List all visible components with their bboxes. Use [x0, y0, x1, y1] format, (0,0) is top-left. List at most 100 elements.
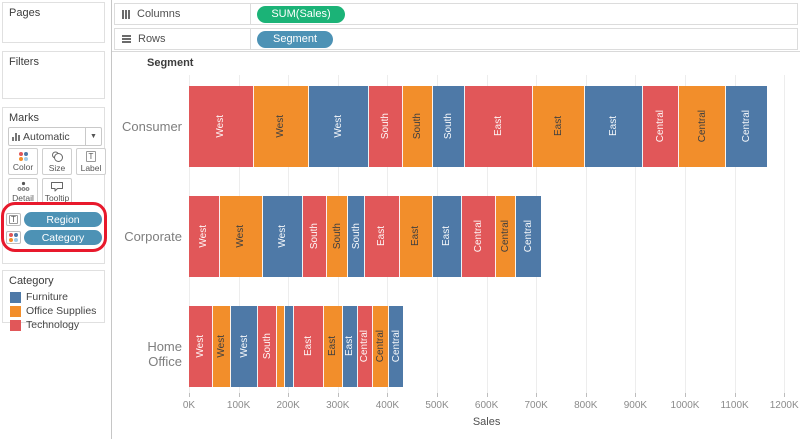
rows-shelf-label: Rows: [115, 29, 251, 49]
legend-item-label: Office Supplies: [26, 305, 97, 317]
bar-segment[interactable]: East: [365, 196, 400, 277]
legend-swatch: [10, 305, 21, 317]
gridline: [734, 75, 736, 393]
bar-segment[interactable]: East: [399, 196, 433, 277]
bar-segment-label: Central: [499, 220, 511, 253]
bar-segment[interactable]: South: [369, 86, 403, 167]
bar-segment[interactable]: East: [294, 306, 324, 387]
bar-segment[interactable]: South: [402, 86, 433, 167]
legend-item[interactable]: Technology: [3, 318, 104, 332]
bar-segment[interactable]: South: [258, 306, 278, 387]
detail-button[interactable]: Detail: [8, 178, 38, 205]
bar-row: West West West South South South East East East C…: [189, 196, 541, 277]
mark-type-dropdown[interactable]: Automatic ▼: [8, 127, 102, 146]
label-encoding-icon[interactable]: T: [6, 213, 21, 226]
bar-row: West West West South East East East Central Cent…: [189, 306, 404, 387]
bar-segment-label: East: [327, 336, 339, 357]
axis-tick-label: 600K: [474, 400, 499, 411]
category-legend: Category Furniture Office Supplies Technol…: [2, 270, 105, 331]
bar-segment[interactable]: Central: [495, 196, 516, 277]
bar-segment[interactable]: Central: [389, 306, 404, 387]
region-pill[interactable]: Region: [24, 212, 102, 227]
bar-segment[interactable]: East: [432, 196, 463, 277]
bar-segment[interactable]: Central: [678, 86, 727, 167]
bar-segment[interactable]: West: [230, 306, 259, 387]
axis-tick-label: 0K: [182, 400, 196, 411]
bar-segment[interactable]: Central: [357, 306, 374, 387]
bar-segment-label: Central: [390, 330, 402, 363]
sum-sales-pill[interactable]: SUM(Sales): [257, 5, 345, 23]
bar-segment[interactable]: South: [432, 86, 466, 167]
bar-segment-label: Central: [375, 330, 387, 363]
row-label[interactable]: Home Office: [147, 338, 182, 369]
axis-tick: [734, 393, 736, 397]
bar-segment[interactable]: East: [342, 306, 358, 387]
legend-item[interactable]: Furniture: [3, 290, 104, 304]
bar-segment-label: South: [331, 223, 343, 250]
marks-card: Marks Automatic ▼ Color Size T Label Det…: [2, 107, 106, 264]
bar-segment[interactable]: East: [533, 86, 586, 167]
rows-icon: [122, 35, 131, 43]
axis-tick: [784, 393, 786, 397]
bar-segment[interactable]: South: [302, 196, 328, 277]
label-icon: T: [85, 150, 97, 162]
bar-segment[interactable]: West: [309, 86, 370, 167]
size-button[interactable]: Size: [42, 148, 72, 175]
axis-tick: [635, 393, 637, 397]
axis-tick: [288, 393, 290, 397]
bar-segment[interactable]: East: [323, 306, 343, 387]
bar-segment[interactable]: West: [219, 196, 263, 277]
legend-item[interactable]: Office Supplies: [3, 304, 104, 318]
rows-shelf[interactable]: Rows Segment: [114, 28, 798, 50]
color-button[interactable]: Color: [8, 148, 38, 175]
row-label[interactable]: Corporate: [124, 228, 182, 244]
size-button-label: Size: [48, 162, 66, 173]
tooltip-button[interactable]: Tooltip: [42, 178, 72, 205]
filters-title: Filters: [9, 56, 39, 68]
axis-tick-label: 400K: [375, 400, 400, 411]
bar-segment[interactable]: West: [262, 196, 303, 277]
marks-title: Marks: [9, 112, 39, 124]
bar-segment[interactable]: [277, 306, 286, 387]
bar-segment[interactable]: South: [348, 196, 366, 277]
bar-segment[interactable]: West: [189, 306, 213, 387]
bar-segment-label: East: [410, 226, 422, 247]
filters-shelf[interactable]: Filters: [2, 51, 105, 99]
bar-segment[interactable]: South: [327, 196, 349, 277]
bar-segment[interactable]: West: [212, 306, 231, 387]
category-pill[interactable]: Category: [24, 230, 102, 245]
axis-tick: [189, 393, 190, 397]
label-button[interactable]: T Label: [76, 148, 106, 175]
axis-tick-label: 1100K: [720, 400, 749, 411]
chevron-down-icon[interactable]: ▼: [85, 128, 101, 145]
columns-shelf-label: Columns: [115, 4, 251, 24]
bar-segment[interactable]: West: [189, 86, 254, 167]
segment-pill[interactable]: Segment: [257, 30, 333, 48]
sidebar: Pages Filters Marks Automatic ▼ Color Si…: [0, 0, 112, 439]
bar-chart-icon: [12, 132, 20, 141]
bar-segment[interactable]: West: [253, 86, 310, 167]
axis-tick-label: 300K: [326, 400, 350, 411]
bar-row: West West West South South South East East East C…: [189, 86, 767, 167]
bar-segment-label: West: [215, 115, 227, 138]
color-encoding-icon[interactable]: [6, 231, 21, 244]
bar-segment-label: East: [553, 116, 565, 137]
bar-segment[interactable]: East: [585, 86, 644, 167]
bar-segment[interactable]: Central: [515, 196, 541, 277]
columns-shelf[interactable]: Columns SUM(Sales): [114, 3, 798, 25]
bar-segment[interactable]: Central: [373, 306, 390, 387]
axis-tick-label: 900K: [623, 400, 648, 411]
bar-segment[interactable]: [285, 306, 295, 387]
pages-shelf[interactable]: Pages: [2, 2, 105, 43]
marks-pill-row-region: T Region: [6, 212, 102, 227]
mark-type-value: Automatic: [23, 130, 70, 143]
bar-segment-label: Central: [655, 110, 667, 143]
bar-segment[interactable]: Central: [726, 86, 767, 167]
size-icon: [51, 151, 63, 162]
bar-segment[interactable]: West: [189, 196, 220, 277]
bar-segment[interactable]: Central: [643, 86, 679, 167]
row-label[interactable]: Consumer: [122, 118, 182, 134]
axis-tick: [685, 393, 686, 397]
bar-segment[interactable]: East: [465, 86, 534, 167]
bar-segment[interactable]: Central: [462, 196, 496, 277]
